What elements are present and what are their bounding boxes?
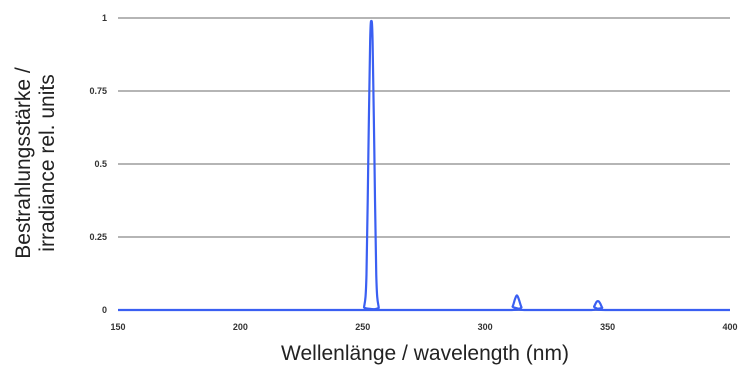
- y-axis-title-line-2: irradiance rel. units: [36, 74, 59, 251]
- y-tick-label: 0.5: [94, 159, 107, 169]
- x-axis-title: Wellenlänge / wavelength (nm): [281, 342, 569, 365]
- x-tick-label: 150: [110, 322, 125, 332]
- y-tick-label: 0: [102, 305, 107, 315]
- y-axis-title-line-1: Bestrahlungsstärke /: [12, 67, 35, 259]
- x-tick-label: 250: [355, 322, 370, 332]
- x-tick-label: 350: [600, 322, 615, 332]
- x-tick-label: 400: [722, 322, 737, 332]
- irradiance-series-line: [118, 19, 730, 312]
- y-tick-label: 0.25: [89, 232, 107, 242]
- y-tick-label: 0.75: [89, 86, 107, 96]
- series-layer: [118, 19, 730, 312]
- x-tick-label: 300: [478, 322, 493, 332]
- gridlines: [118, 17, 730, 311]
- x-tick-labels: 150 200 250 300 350 400: [110, 322, 737, 332]
- y-tick-labels: 0 0.25 0.5 0.75 1: [89, 13, 107, 315]
- y-axis-title: Bestrahlungsstärke / irradiance rel. uni…: [12, 67, 59, 259]
- y-tick-label: 1: [102, 13, 107, 23]
- x-tick-label: 200: [233, 322, 248, 332]
